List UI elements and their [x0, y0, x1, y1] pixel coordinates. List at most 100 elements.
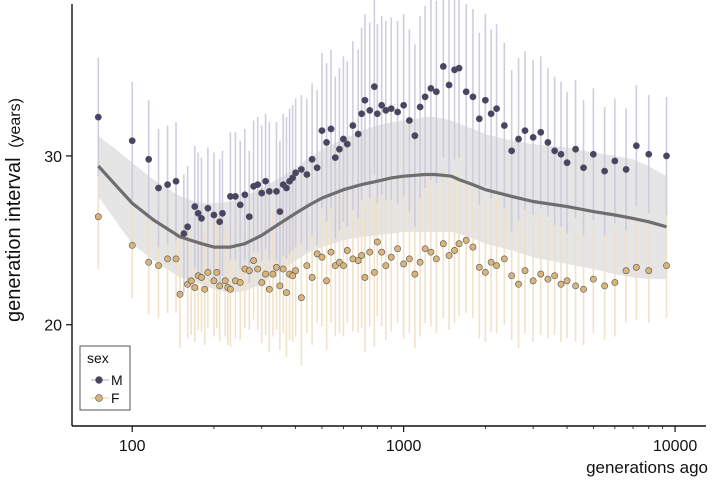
point-f — [145, 258, 153, 266]
point-m — [191, 203, 199, 210]
point-m — [94, 113, 102, 121]
point-m — [475, 115, 483, 123]
point-f — [254, 265, 262, 273]
point-f — [601, 282, 608, 290]
point-f — [155, 262, 162, 270]
point-f — [361, 274, 369, 281]
point-f — [283, 289, 290, 297]
point-m — [544, 139, 552, 146]
point-m — [432, 88, 440, 96]
point-m — [292, 169, 300, 177]
point-f — [373, 238, 381, 246]
point-m — [645, 150, 653, 158]
point-f — [313, 250, 321, 258]
y-axis-title: generation interval (years) — [3, 98, 25, 322]
point-m — [557, 150, 565, 158]
point-m — [313, 164, 321, 172]
x-tick-label: 1000 — [386, 438, 422, 455]
point-f — [273, 263, 280, 271]
point-f — [210, 277, 218, 285]
point-f — [589, 275, 597, 283]
point-f — [358, 252, 365, 259]
point-m — [663, 152, 670, 160]
point-m — [245, 213, 253, 221]
point-f — [611, 279, 619, 286]
point-m — [563, 159, 571, 167]
point-m — [340, 135, 347, 143]
point-f — [529, 277, 537, 285]
x-axis-title: generations ago — [586, 458, 708, 477]
point-f — [663, 262, 670, 270]
point-f — [318, 253, 326, 261]
point-f — [94, 213, 102, 221]
point-f — [250, 257, 257, 264]
point-f — [226, 285, 234, 293]
point-f — [366, 248, 374, 256]
point-f — [327, 248, 335, 256]
point-m — [411, 132, 419, 140]
point-m — [219, 209, 226, 217]
point-f — [172, 255, 180, 263]
point-f — [580, 285, 587, 293]
legend: sex MF — [79, 345, 131, 411]
point-f — [475, 263, 483, 271]
point-f — [462, 236, 470, 244]
point-f — [557, 280, 565, 288]
point-m — [297, 166, 305, 173]
point-m — [289, 174, 297, 182]
point-m — [184, 223, 192, 231]
point-m — [318, 127, 326, 135]
point-f — [201, 285, 209, 293]
point-m — [262, 177, 269, 185]
point-f — [289, 272, 297, 280]
x-tick-label: 10000 — [653, 438, 698, 455]
point-m — [349, 122, 357, 129]
point-f — [387, 253, 395, 261]
point-f — [198, 274, 205, 281]
point-m — [303, 171, 311, 178]
point-m — [343, 140, 351, 148]
point-m — [258, 189, 266, 197]
point-f — [521, 267, 529, 275]
point-m — [589, 150, 597, 158]
point-m — [455, 64, 463, 72]
point-m — [210, 211, 218, 219]
legend-label-m: M — [111, 372, 123, 388]
legend-label-f: F — [111, 390, 120, 406]
point-m — [416, 103, 424, 111]
point-f — [269, 270, 277, 278]
point-f — [455, 240, 463, 248]
y-tick-label: 20 — [44, 318, 62, 335]
point-f — [128, 241, 136, 249]
point-f — [187, 277, 195, 285]
point-m — [529, 133, 537, 141]
point-f — [221, 277, 229, 285]
point-f — [411, 270, 419, 278]
point-f — [500, 255, 508, 263]
point-f — [191, 284, 199, 291]
point-f — [469, 243, 477, 251]
point-m — [521, 127, 529, 135]
point-m — [327, 125, 335, 133]
point-m — [204, 204, 212, 212]
point-f — [176, 290, 184, 298]
point-m — [427, 85, 435, 92]
point-m — [232, 193, 239, 200]
legend-title: sex — [87, 350, 109, 366]
point-m — [145, 155, 153, 163]
point-f — [432, 255, 440, 263]
point-m — [236, 201, 244, 209]
point-f — [405, 255, 413, 263]
point-m — [308, 155, 316, 163]
point-m — [462, 88, 470, 96]
point-m — [155, 184, 162, 192]
point-f — [303, 262, 311, 270]
point-f — [394, 245, 401, 253]
point-f — [537, 270, 545, 278]
point-f — [204, 268, 212, 276]
point-f — [445, 252, 453, 259]
point-m — [373, 110, 381, 118]
x-ticks: 100 1000 10000 — [119, 426, 698, 455]
point-f — [297, 294, 305, 302]
